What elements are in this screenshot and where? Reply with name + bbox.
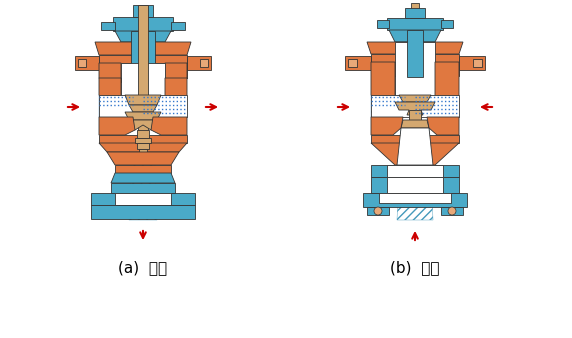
Polygon shape bbox=[99, 78, 121, 82]
Polygon shape bbox=[367, 42, 463, 54]
Polygon shape bbox=[165, 78, 187, 82]
Bar bbox=[99, 135, 187, 143]
Bar bbox=[441, 20, 453, 28]
Bar bbox=[115, 165, 171, 173]
Bar bbox=[387, 165, 443, 177]
Bar bbox=[371, 165, 459, 177]
Text: (b)  合流: (b) 合流 bbox=[390, 261, 440, 275]
Bar bbox=[115, 193, 171, 205]
Bar bbox=[133, 5, 153, 17]
Polygon shape bbox=[371, 117, 403, 135]
Bar bbox=[377, 20, 389, 28]
Bar bbox=[371, 62, 459, 76]
Polygon shape bbox=[151, 117, 187, 135]
Bar bbox=[131, 31, 155, 81]
Bar bbox=[137, 143, 149, 149]
Bar bbox=[137, 130, 149, 138]
Bar bbox=[405, 8, 425, 18]
Bar bbox=[409, 110, 421, 120]
Text: (a)  分流: (a) 分流 bbox=[118, 261, 168, 275]
Polygon shape bbox=[129, 105, 157, 112]
Bar bbox=[135, 138, 151, 143]
Polygon shape bbox=[399, 95, 431, 102]
Bar bbox=[379, 193, 451, 203]
Circle shape bbox=[448, 207, 456, 215]
Polygon shape bbox=[371, 62, 395, 101]
Bar bbox=[75, 56, 99, 70]
Polygon shape bbox=[401, 120, 429, 128]
Circle shape bbox=[374, 207, 382, 215]
Bar bbox=[441, 207, 463, 215]
Bar bbox=[387, 177, 443, 193]
Polygon shape bbox=[435, 62, 459, 101]
Bar bbox=[411, 3, 419, 83]
Polygon shape bbox=[125, 95, 161, 105]
Bar bbox=[111, 183, 175, 193]
Polygon shape bbox=[427, 117, 459, 135]
Polygon shape bbox=[107, 152, 179, 165]
Polygon shape bbox=[99, 63, 121, 82]
Polygon shape bbox=[397, 128, 433, 165]
Polygon shape bbox=[397, 165, 433, 220]
Bar bbox=[371, 95, 459, 117]
Bar bbox=[348, 59, 357, 67]
Bar bbox=[121, 63, 165, 118]
Polygon shape bbox=[95, 42, 191, 55]
Polygon shape bbox=[129, 165, 157, 220]
Polygon shape bbox=[165, 78, 187, 101]
Polygon shape bbox=[99, 95, 133, 117]
Bar bbox=[99, 55, 187, 63]
Bar bbox=[387, 18, 443, 30]
Bar bbox=[371, 177, 459, 193]
Polygon shape bbox=[129, 120, 157, 130]
Polygon shape bbox=[397, 128, 433, 165]
Polygon shape bbox=[165, 63, 187, 82]
Bar bbox=[371, 135, 459, 143]
Bar bbox=[99, 63, 187, 78]
Bar bbox=[473, 59, 482, 67]
Bar bbox=[171, 22, 185, 30]
Polygon shape bbox=[99, 143, 187, 152]
Bar bbox=[363, 193, 467, 207]
Bar bbox=[371, 54, 459, 62]
Bar bbox=[407, 30, 423, 77]
Bar bbox=[78, 59, 86, 67]
Bar bbox=[139, 159, 147, 163]
Polygon shape bbox=[371, 95, 405, 117]
Polygon shape bbox=[125, 112, 161, 120]
Bar bbox=[138, 5, 148, 135]
Bar bbox=[367, 207, 389, 215]
Bar bbox=[113, 17, 173, 31]
Polygon shape bbox=[111, 173, 175, 183]
Bar bbox=[395, 42, 435, 97]
Bar bbox=[137, 154, 149, 159]
Bar bbox=[91, 193, 195, 205]
Polygon shape bbox=[395, 102, 435, 115]
Polygon shape bbox=[389, 30, 441, 42]
Bar bbox=[99, 95, 187, 117]
Polygon shape bbox=[99, 117, 135, 135]
Polygon shape bbox=[371, 143, 459, 165]
Bar bbox=[101, 22, 115, 30]
Bar bbox=[345, 56, 371, 70]
Bar bbox=[187, 56, 211, 70]
Polygon shape bbox=[115, 31, 171, 42]
Polygon shape bbox=[99, 78, 121, 101]
Bar bbox=[91, 205, 195, 219]
Bar bbox=[459, 56, 485, 70]
Bar bbox=[200, 59, 208, 67]
Bar bbox=[139, 149, 147, 154]
